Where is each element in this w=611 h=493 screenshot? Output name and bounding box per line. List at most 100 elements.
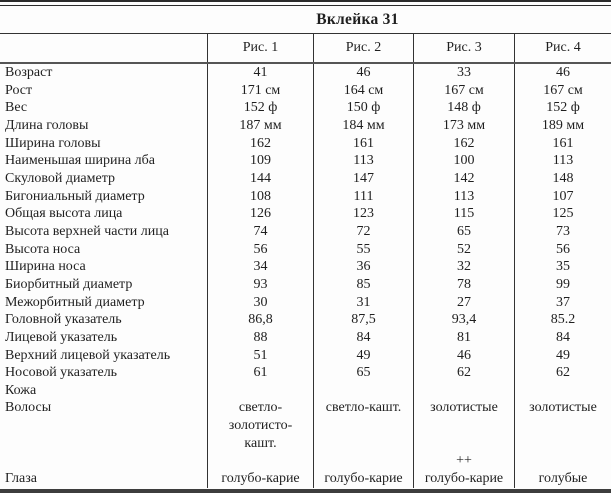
- cell-fig2: 36: [313, 258, 413, 276]
- cell-fig1: светло- золотисто- кашт.: [207, 399, 313, 453]
- row-label: Высота носа: [5, 241, 81, 257]
- row-label: Бигониальный диаметр: [5, 188, 145, 204]
- table-row: Межорбитный диаметр 30 31 27 37: [0, 293, 611, 312]
- row-label: Глаза: [5, 471, 37, 487]
- cell-fig1: 34: [207, 258, 313, 276]
- cell-fig1: 171 см: [207, 81, 313, 100]
- cell-fig1: 126: [207, 205, 313, 223]
- cell-fig2: 49: [313, 346, 413, 365]
- table-row: Бигониальный диаметр 108 111 113 107: [0, 187, 611, 206]
- row-label: Наименьшая ширина лба: [5, 153, 155, 169]
- table-row: Скуловой диаметр 144 147 142 148: [0, 169, 611, 188]
- table-body: Возраст 41 46 33 46 Рост 171 см 164 см 1…: [0, 64, 611, 489]
- cell-fig4: 49: [514, 346, 611, 365]
- cell-fig4: голубые: [514, 470, 611, 488]
- cell-fig2: 123: [313, 205, 413, 223]
- table-row: Лицевой указатель 88 84 81 84: [0, 328, 611, 347]
- cell-fig4: 62: [514, 364, 611, 382]
- cell-fig1: 109: [207, 152, 313, 170]
- cell-fig4: 161: [514, 134, 611, 153]
- row-label: Кожа: [5, 382, 37, 398]
- cell-fig2: 111: [313, 187, 413, 206]
- cell-fig4: 35: [514, 258, 611, 276]
- cell-fig3: 142: [413, 169, 514, 188]
- table-row: Вес 152 ф 150 ф 148 ф 152 ф: [0, 99, 611, 117]
- row-label: Вес: [5, 100, 28, 116]
- top-double-rule: [0, 0, 611, 6]
- cell-fig3: 65: [413, 222, 514, 241]
- cell-fig3: 93,4: [413, 311, 514, 329]
- cell-fig3: 100: [413, 152, 514, 170]
- cell-fig2: 113: [313, 152, 413, 170]
- cell-fig3: 46: [413, 346, 514, 365]
- cell-fig4: 84: [514, 328, 611, 347]
- table-row: Головной указатель 86,8 87,5 93,4 85.2: [0, 311, 611, 329]
- cell-fig1: 187 мм: [207, 116, 313, 135]
- table-row: Возраст 41 46 33 46: [0, 64, 611, 82]
- cell-fig1: 74: [207, 222, 313, 241]
- table-row: Ширина носа 34 36 32 35: [0, 258, 611, 276]
- cell-fig4: 113: [514, 152, 611, 170]
- cell-fig2: голубо-карие: [313, 470, 413, 488]
- row-label: Ширина носа: [5, 259, 86, 275]
- cell-fig2: 184 мм: [313, 116, 413, 135]
- cell-fig2: 65: [313, 364, 413, 382]
- cell-fig4: золотистые: [514, 399, 611, 453]
- cell-fig4: 46: [514, 64, 611, 82]
- cell-fig2: [313, 381, 413, 400]
- cell-fig1: 144: [207, 169, 313, 188]
- cell-fig3: 81: [413, 328, 514, 347]
- table-row: Наименьшая ширина лба 109 113 100 113: [0, 152, 611, 170]
- cell-fig1: 88: [207, 328, 313, 347]
- cell-fig4: 107: [514, 187, 611, 206]
- row-label: Ширина головы: [5, 135, 101, 151]
- header-empty-cell: [0, 34, 207, 62]
- cell-fig1: 30: [207, 293, 313, 312]
- table-row: Биорбитный диаметр 93 85 78 99: [0, 275, 611, 294]
- cell-fig1: 61: [207, 364, 313, 382]
- cell-fig1: 86,8: [207, 311, 313, 329]
- row-label: Верхний лицевой указатель: [5, 347, 171, 363]
- row-label: Лицевой указатель: [5, 329, 118, 345]
- cell-fig1: голубо-карие: [207, 470, 313, 488]
- table-row: Длина головы 187 мм 184 мм 173 мм 189 мм: [0, 116, 611, 135]
- cell-fig4: 99: [514, 275, 611, 294]
- cell-fig3: 52: [413, 240, 514, 259]
- header-fig1: Рис. 1: [207, 34, 313, 62]
- bottom-rule: [0, 489, 611, 493]
- cell-fig1: 152 ф: [207, 99, 313, 117]
- row-label: Рост: [5, 82, 33, 98]
- cell-fig2: [313, 452, 413, 471]
- cell-fig1: 93: [207, 275, 313, 294]
- cell-fig2: светло-кашт.: [313, 399, 413, 453]
- cell-fig2: 87,5: [313, 311, 413, 329]
- cell-fig4: 125: [514, 205, 611, 223]
- cell-fig3: [413, 381, 514, 400]
- cell-fig4: 152 ф: [514, 99, 611, 117]
- cell-fig2: 31: [313, 293, 413, 312]
- page-title: Вклейка 31: [316, 11, 399, 28]
- cell-fig2: 46: [313, 64, 413, 82]
- table-row: ++: [0, 452, 611, 471]
- row-label: [0, 452, 207, 470]
- cell-fig4: 167 см: [514, 81, 611, 100]
- cell-fig3: 27: [413, 293, 514, 312]
- row-label: Скуловой диаметр: [5, 170, 116, 186]
- row-label: Возраст: [5, 65, 53, 80]
- table-row: Высота носа 56 55 52 56: [0, 240, 611, 259]
- cell-fig2: 161: [313, 134, 413, 153]
- cell-fig4: [514, 452, 611, 471]
- cell-fig1: 56: [207, 240, 313, 259]
- cell-fig3: 62: [413, 364, 514, 382]
- cell-fig2: 84: [313, 328, 413, 347]
- cell-fig1: 51: [207, 346, 313, 365]
- cell-fig1: [207, 452, 313, 471]
- measurement-table: Рис. 1 Рис. 2 Рис. 3 Рис. 4 Возраст 41 4…: [0, 33, 611, 489]
- table-row: Высота верхней части лица 74 72 65 73: [0, 222, 611, 241]
- cell-fig4: 73: [514, 222, 611, 241]
- header-separator-rule: [0, 62, 611, 64]
- cell-fig4: 56: [514, 240, 611, 259]
- row-label: Высота верхней части лица: [5, 223, 169, 239]
- cell-fig1: 41: [207, 64, 313, 82]
